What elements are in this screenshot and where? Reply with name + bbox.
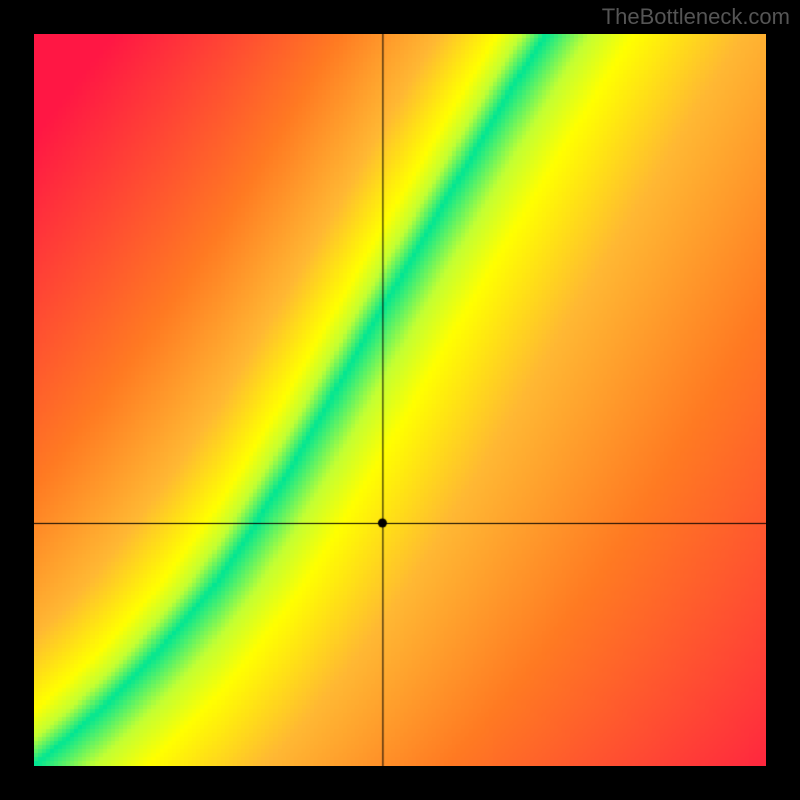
chart-container: TheBottleneck.com xyxy=(0,0,800,800)
watermark-text: TheBottleneck.com xyxy=(602,4,790,30)
heatmap-plot xyxy=(34,34,766,766)
heatmap-canvas xyxy=(34,34,766,766)
